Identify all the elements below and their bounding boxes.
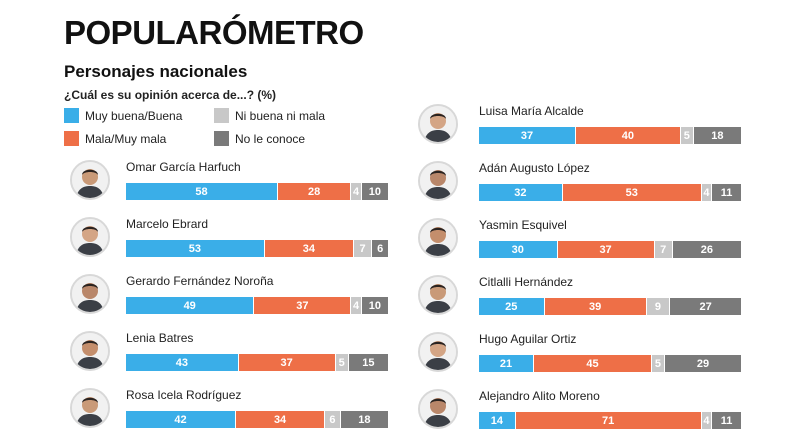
bar-segment-unknown: 18: [340, 411, 388, 428]
person-name: Lenia Batres: [126, 331, 194, 345]
bar-segment-neutral: 4: [701, 184, 713, 201]
person-name: Yasmin Esquivel: [479, 218, 567, 232]
avatar: [70, 274, 110, 314]
bar-segment-neutral: 4: [351, 183, 362, 200]
stacked-bar: 32 53 4 11: [479, 184, 741, 201]
page-title: POPULARÓMETRO: [64, 14, 364, 51]
avatar: [70, 331, 110, 371]
bar-segment-unfavorable: 37: [557, 241, 655, 258]
person-name: Citlalli Hernández: [479, 275, 574, 289]
bar-segment-unknown: 18: [693, 127, 741, 144]
bar-segment-favorable: 53: [126, 240, 265, 257]
legend-swatch: [214, 131, 229, 146]
person-name: Rosa Icela Rodríguez: [126, 388, 242, 402]
avatar: [418, 275, 458, 315]
bar-segment-neutral: 7: [654, 241, 673, 258]
bar-segment-favorable: 58: [126, 183, 278, 200]
legend-swatch: [214, 108, 229, 123]
bar-segment-neutral: 5: [335, 354, 349, 371]
bar-segment-unknown: 11: [712, 184, 741, 201]
person-name: Alejandro Alito Moreno: [479, 389, 600, 403]
legend-item-unknown: No le conoce: [214, 131, 305, 146]
legend-label: Muy buena/Buena: [85, 108, 183, 123]
stacked-bar: 37 40 5 18: [479, 127, 741, 144]
bar-segment-unfavorable: 71: [515, 412, 702, 429]
stacked-bar: 14 71 4 11: [479, 412, 741, 429]
bar-segment-neutral: 7: [353, 240, 373, 257]
avatar: [418, 389, 458, 429]
legend-item-unfavorable: Mala/Muy mala: [64, 131, 166, 146]
bar-segment-unknown: 10: [361, 183, 388, 200]
person-name: Gerardo Fernández Noroña: [126, 274, 274, 288]
bar-segment-unfavorable: 40: [575, 127, 681, 144]
bar-segment-unknown: 26: [672, 241, 741, 258]
avatar: [418, 104, 458, 144]
stacked-bar: 49 37 4 10: [126, 297, 388, 314]
stacked-bar: 42 34 6 18: [126, 411, 388, 428]
person-name: Marcelo Ebrard: [126, 217, 209, 231]
person-name: Luisa María Alcalde: [479, 104, 584, 118]
avatar: [418, 332, 458, 372]
stacked-bar: 25 39 9 27: [479, 298, 741, 315]
legend-item-neutral: Ni buena ni mala: [214, 108, 325, 123]
legend-label: Mala/Muy mala: [85, 131, 167, 146]
bar-segment-neutral: 4: [701, 412, 713, 429]
bar-segment-unfavorable: 34: [236, 411, 326, 428]
bar-segment-favorable: 32: [479, 184, 563, 201]
bar-segment-unknown: 10: [361, 297, 388, 314]
person-name: Hugo Aguilar Ortiz: [479, 332, 577, 346]
bar-segment-unfavorable: 37: [254, 297, 352, 314]
bar-segment-favorable: 25: [479, 298, 545, 315]
chart-subtitle: Personajes nacionales: [64, 62, 248, 81]
bar-segment-neutral: 5: [680, 127, 694, 144]
avatar: [70, 217, 110, 257]
stacked-bar: 58 28 4 10: [126, 183, 388, 200]
bar-segment-neutral: 6: [325, 411, 341, 428]
bar-segment-unfavorable: 37: [238, 354, 336, 371]
avatar: [70, 388, 110, 428]
avatar: [70, 160, 110, 200]
bar-segment-neutral: 9: [646, 298, 671, 315]
bar-segment-unknown: 29: [665, 355, 741, 372]
bar-segment-favorable: 42: [126, 411, 237, 428]
bar-segment-unknown: 6: [372, 240, 388, 257]
stacked-bar: 21 45 5 29: [479, 355, 741, 372]
stacked-bar: 53 34 7 6: [126, 240, 388, 257]
legend-label: No le conoce: [235, 131, 306, 146]
avatar: [418, 161, 458, 201]
legend: Muy buena/Buena Ni buena ni mala Mala/Mu…: [64, 108, 364, 148]
bar-segment-unfavorable: 45: [534, 355, 652, 372]
legend-label: Ni buena ni mala: [235, 108, 326, 123]
bar-segment-favorable: 14: [479, 412, 516, 429]
bar-segment-unknown: 15: [348, 354, 388, 371]
bar-segment-favorable: 49: [126, 297, 255, 314]
avatar: [418, 218, 458, 258]
bar-segment-favorable: 21: [479, 355, 535, 372]
bar-segment-favorable: 30: [479, 241, 558, 258]
bar-segment-unfavorable: 28: [277, 183, 352, 200]
bar-segment-neutral: 4: [351, 297, 362, 314]
bar-segment-unfavorable: 53: [562, 184, 702, 201]
survey-question: ¿Cuál es su opinión acerca de...? (%): [64, 88, 277, 102]
stacked-bar: 43 37 5 15: [126, 354, 388, 371]
bar-segment-unfavorable: 39: [544, 298, 647, 315]
bar-segment-unknown: 27: [670, 298, 741, 315]
bar-segment-unknown: 11: [712, 412, 741, 429]
stacked-bar: 30 37 7 26: [479, 241, 741, 258]
bar-segment-favorable: 37: [479, 127, 576, 144]
bar-segment-neutral: 5: [651, 355, 665, 372]
legend-item-favorable: Muy buena/Buena: [64, 108, 182, 123]
person-name: Adán Augusto López: [479, 161, 590, 175]
legend-swatch: [64, 108, 79, 123]
bar-segment-unfavorable: 34: [264, 240, 354, 257]
bar-segment-favorable: 43: [126, 354, 239, 371]
person-name: Omar García Harfuch: [126, 160, 241, 174]
legend-swatch: [64, 131, 79, 146]
